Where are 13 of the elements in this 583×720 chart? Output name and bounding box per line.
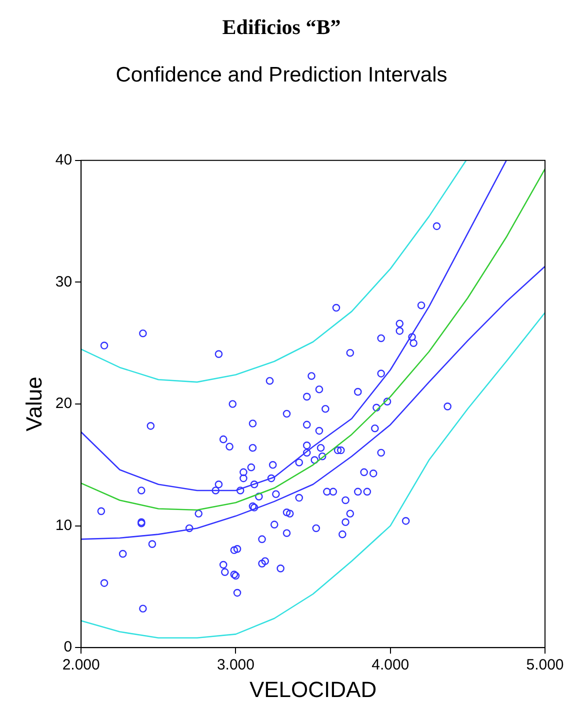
x-tick-label: 4.000 <box>372 656 410 674</box>
x-tick-label: 3.000 <box>216 656 254 674</box>
x-tick-label: 2.000 <box>62 656 100 674</box>
y-tick-label: 20 <box>55 395 72 412</box>
y-tick-label: 10 <box>55 516 72 534</box>
y-axis-title: Value <box>21 376 46 432</box>
x-tick-label: 5.000 <box>526 656 564 674</box>
chart-title: Edificios “B” <box>222 15 341 40</box>
y-tick-label: 40 <box>55 152 72 169</box>
y-tick-label: 30 <box>55 273 72 290</box>
chart-subtitle: Confidence and Prediction Intervals <box>116 64 448 87</box>
x-axis-title: VELOCIDAD <box>249 676 377 702</box>
y-tick-label: 0 <box>64 638 72 656</box>
